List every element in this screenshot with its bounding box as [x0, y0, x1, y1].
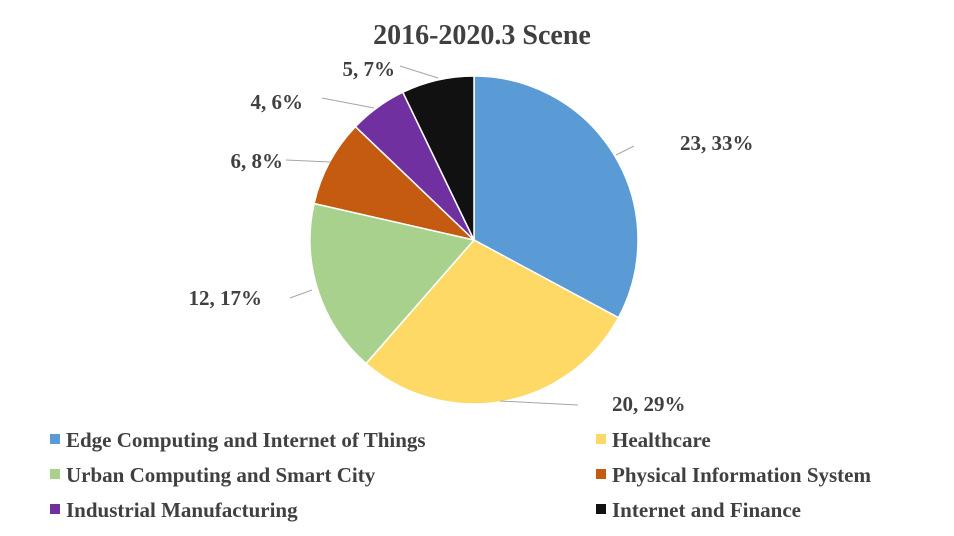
chart-title: 2016-2020.3 Scene [373, 20, 591, 51]
legend-swatch-6 [596, 504, 606, 514]
data-label-4: 6, 8% [231, 149, 284, 173]
data-label-2: 20, 29% [612, 392, 686, 416]
legend-swatch-5 [50, 504, 60, 514]
legend-swatch-4 [596, 469, 606, 479]
pie-slice-6 [401, 75, 475, 241]
legend-label-2: Healthcare [612, 428, 711, 452]
pie-slice-3 [309, 202, 476, 365]
legend-swatch-3 [50, 469, 60, 479]
legend-label-1: Edge Computing and Internet of Things [66, 428, 426, 452]
leader-line-4 [285, 159, 331, 163]
legend-item-1: Edge Computing and Internet of Things [50, 428, 426, 452]
leader-line-5 [321, 97, 375, 109]
data-label-6: 5, 7% [343, 57, 396, 81]
legend-item-2: Healthcare [596, 428, 711, 452]
data-label-1: 23, 33% [680, 131, 754, 155]
legend-swatch-1 [50, 434, 60, 444]
legend-label-5: Industrial Manufacturing [66, 498, 298, 522]
leader-line-6 [399, 65, 439, 79]
legend-label-3: Urban Computing and Smart City [66, 463, 376, 487]
pie-slice-1 [473, 75, 639, 319]
leader-lines-layer [285, 65, 635, 406]
legend: Edge Computing and Internet of Things Hea… [50, 428, 872, 522]
data-label-3: 12, 17% [189, 286, 263, 310]
legend-item-5: Industrial Manufacturing [50, 498, 298, 522]
leader-line-3 [289, 289, 313, 299]
legend-label-6: Internet and Finance [612, 498, 801, 522]
data-label-5: 4, 6% [251, 90, 304, 114]
leader-line-1 [615, 145, 635, 156]
legend-label-4: Physical Information System [612, 463, 872, 487]
legend-swatch-2 [596, 434, 606, 444]
legend-item-4: Physical Information System [596, 463, 872, 487]
slices-layer [309, 75, 639, 405]
leader-line-2 [499, 400, 579, 406]
legend-item-6: Internet and Finance [596, 498, 801, 522]
data-labels-layer: 23, 33% 20, 29% 12, 17% 6, 8% 4, 6% 5, 7% [189, 57, 754, 416]
legend-item-3: Urban Computing and Smart City [50, 463, 376, 487]
